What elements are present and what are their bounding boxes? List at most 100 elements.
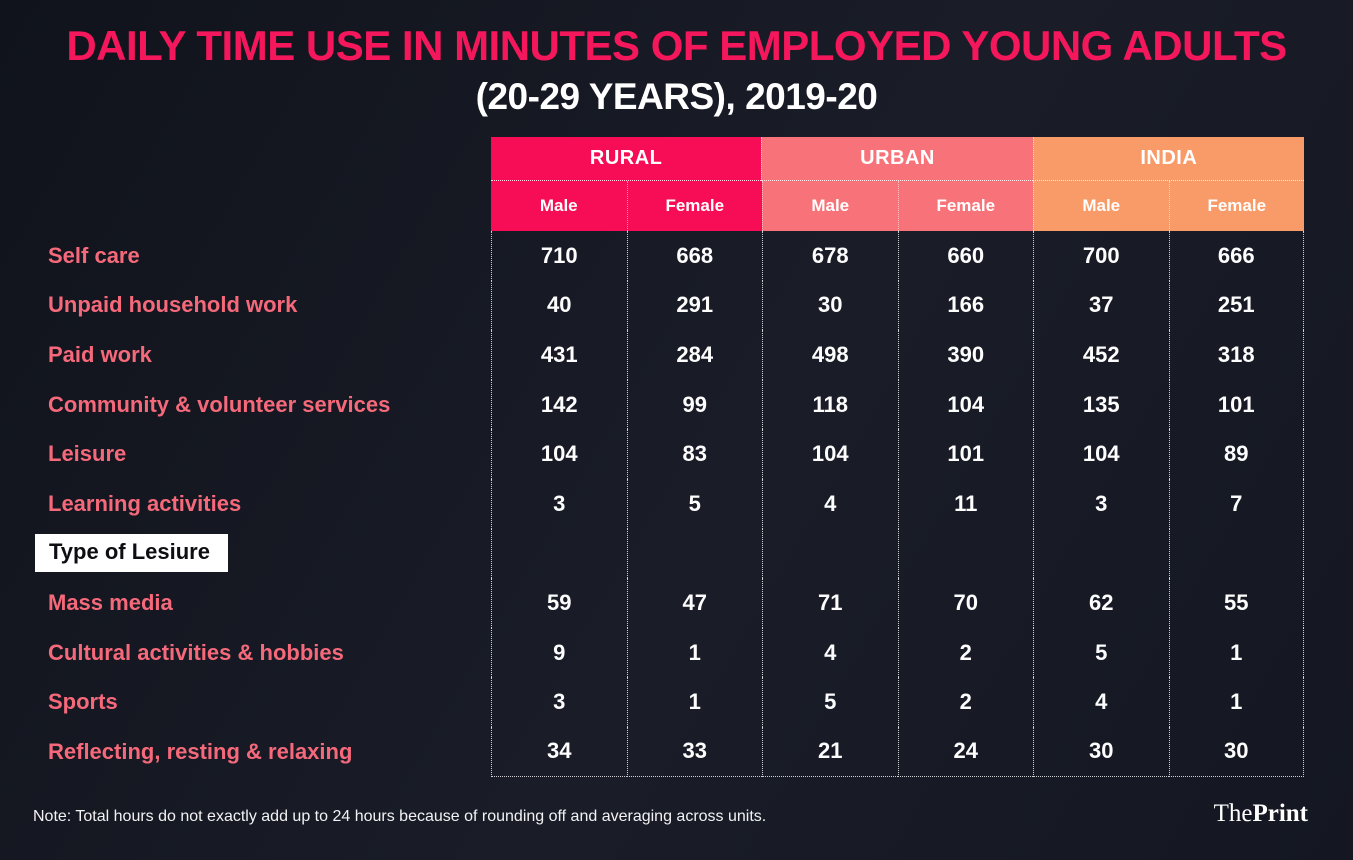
value-cell: 678: [762, 231, 898, 281]
subheader-urban-male: Male: [762, 181, 898, 231]
value-cell: 318: [1168, 330, 1304, 380]
table-row: Mass media 59 47 71 70 62 55: [0, 578, 1304, 628]
value-cell: 4: [1033, 677, 1169, 727]
value-cell: 30: [762, 280, 898, 331]
value-cell: 1: [626, 677, 763, 727]
row-label: Paid work: [0, 330, 491, 380]
value-cell: 142: [491, 379, 627, 430]
row-label-text: Learning activities: [48, 490, 242, 516]
value-cell: [626, 528, 763, 579]
theprint-logo-bold: Print: [1252, 800, 1308, 827]
value-cell: 89: [1168, 429, 1304, 479]
value-cell: 5: [1033, 627, 1169, 678]
table-subheader: Male Female Male Female Male Female: [491, 181, 1304, 231]
value-cell: 104: [491, 429, 627, 479]
value-cell: [1033, 528, 1169, 579]
value-cell: 2: [897, 627, 1034, 678]
value-cell: 21: [762, 726, 898, 777]
value-cell: 34: [491, 726, 627, 777]
value-cell: 284: [626, 330, 763, 380]
row-label: Reflecting, resting & relaxing: [0, 727, 491, 777]
table-group-header: RURAL URBAN INDIA: [491, 137, 1304, 181]
value-cell: 7: [1168, 478, 1304, 529]
subheader-rural-female: Female: [626, 181, 762, 231]
row-label: Community & volunteer services: [0, 380, 491, 430]
row-label-text: Self care: [48, 242, 140, 268]
row-label: Type of Lesiure: [0, 529, 491, 579]
row-label: Mass media: [0, 578, 491, 628]
footnote: Note: Total hours do not exactly add up …: [33, 808, 767, 825]
row-label-text: Sports: [48, 689, 118, 715]
table-row: Reflecting, resting & relaxing 34 33 21 24 30…: [0, 726, 1304, 777]
value-cell: 24: [897, 726, 1033, 777]
subheader-india-male: Male: [1033, 181, 1169, 231]
value-cell: 5: [626, 478, 763, 529]
page-title: DAILY TIME USE IN MINUTES OF EMPLOYED YO…: [66, 22, 1287, 69]
value-cell: 1: [626, 627, 763, 678]
value-cell: [1168, 528, 1304, 579]
value-cell: 101: [1168, 379, 1304, 430]
value-cell: 59: [491, 578, 627, 628]
value-cell: 37: [1033, 280, 1169, 331]
value-cell: 9: [491, 627, 627, 678]
section-title: Type of Lesiure: [35, 534, 228, 573]
row-label-text: Paid work: [48, 341, 152, 367]
table-row: Sports 3 1 5 2 4 1: [0, 677, 1304, 727]
value-cell: 452: [1033, 330, 1169, 380]
value-cell: [491, 528, 627, 579]
row-label: Unpaid household work: [0, 281, 491, 331]
group-header-urban: URBAN: [761, 137, 1033, 181]
value-cell: 668: [626, 231, 763, 281]
value-cell: 700: [1033, 231, 1169, 281]
value-cell: 291: [626, 280, 763, 331]
row-label: Leisure: [0, 429, 491, 479]
value-cell: 4: [762, 478, 898, 529]
value-cell: 4: [762, 627, 898, 678]
row-label-text: Reflecting, resting & relaxing: [48, 738, 353, 764]
value-cell: 166: [897, 280, 1034, 331]
section-row: Type of Lesiure: [0, 528, 1304, 579]
value-cell: 33: [626, 726, 762, 777]
row-label: Sports: [0, 677, 491, 727]
subheader-urban-female: Female: [897, 181, 1033, 231]
value-cell: 498: [762, 330, 898, 380]
row-label: Learning activities: [0, 479, 491, 529]
value-cell: 390: [897, 330, 1034, 380]
value-cell: 431: [491, 330, 627, 380]
theprint-logo-light: The: [1213, 800, 1253, 827]
value-cell: 99: [626, 379, 763, 430]
group-header-rural: RURAL: [491, 137, 762, 181]
row-label-text: Leisure: [48, 441, 127, 467]
row-label: Self care: [0, 231, 491, 281]
theprint-logo: ThePrint: [1214, 800, 1308, 828]
subheader-rural-male: Male: [491, 181, 627, 231]
value-cell: 118: [762, 379, 898, 430]
value-cell: 3: [491, 677, 627, 727]
value-cell: 666: [1168, 231, 1304, 281]
value-cell: 47: [626, 578, 763, 628]
table-row: Cultural activities & hobbies 9 1 4 2 5 1: [0, 627, 1304, 678]
row-label-text: Unpaid household work: [48, 292, 298, 318]
value-cell: 3: [491, 478, 627, 529]
table-row: Leisure 104 83 104 101 104 89: [0, 429, 1304, 479]
row-label-text: Community & volunteer services: [48, 391, 391, 417]
value-cell: 104: [762, 429, 898, 479]
value-cell: 135: [1033, 379, 1169, 430]
value-cell: 101: [897, 429, 1034, 479]
value-cell: 104: [897, 379, 1034, 430]
page-subtitle: (20-29 YEARS), 2019-20: [475, 76, 878, 117]
table-rows: Self care 710 668 678 660 700 666 Unpaid househ…: [0, 231, 1304, 777]
table-row: Unpaid household work 40 291 30 166 37 251: [0, 280, 1304, 331]
table-row: Self care 710 668 678 660 700 666: [0, 231, 1304, 281]
value-cell: 55: [1168, 578, 1304, 628]
value-cell: 660: [897, 231, 1034, 281]
value-cell: 251: [1168, 280, 1304, 331]
row-label-text: Mass media: [48, 589, 173, 615]
value-cell: 62: [1033, 578, 1169, 628]
row-label-text: Cultural activities & hobbies: [48, 639, 344, 665]
table-row: Learning activities 3 5 4 11 3 7: [0, 478, 1304, 529]
subheader-india-female: Female: [1168, 181, 1304, 231]
value-cell: 30: [1033, 726, 1169, 777]
value-cell: 70: [897, 578, 1034, 628]
row-label: Cultural activities & hobbies: [0, 628, 491, 678]
